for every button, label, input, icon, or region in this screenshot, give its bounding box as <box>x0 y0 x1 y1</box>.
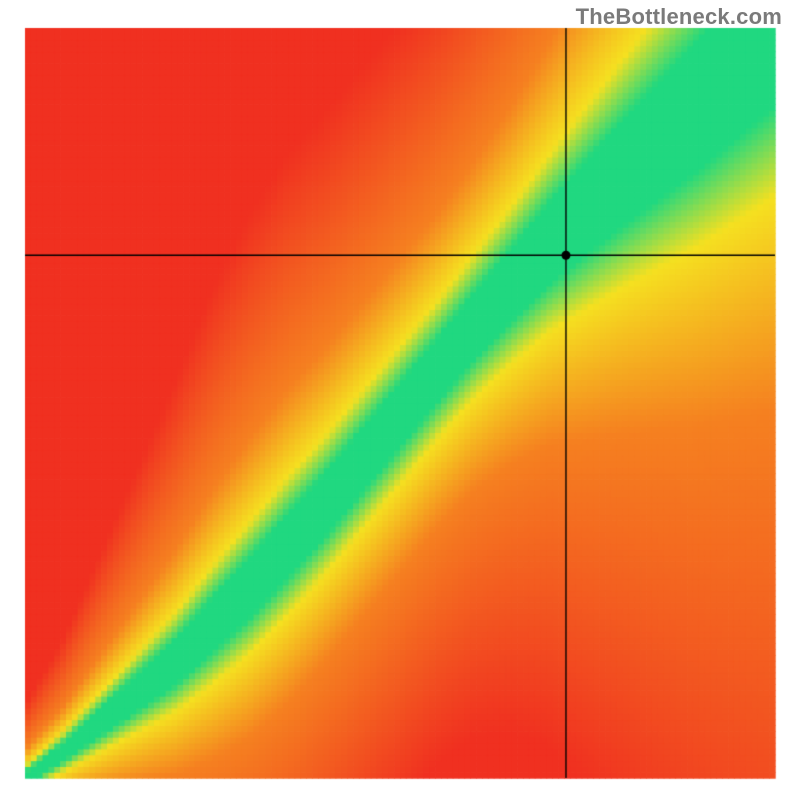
heatmap-canvas <box>0 0 800 800</box>
attribution-text: TheBottleneck.com <box>576 4 782 30</box>
bottleneck-chart: TheBottleneck.com <box>0 0 800 800</box>
